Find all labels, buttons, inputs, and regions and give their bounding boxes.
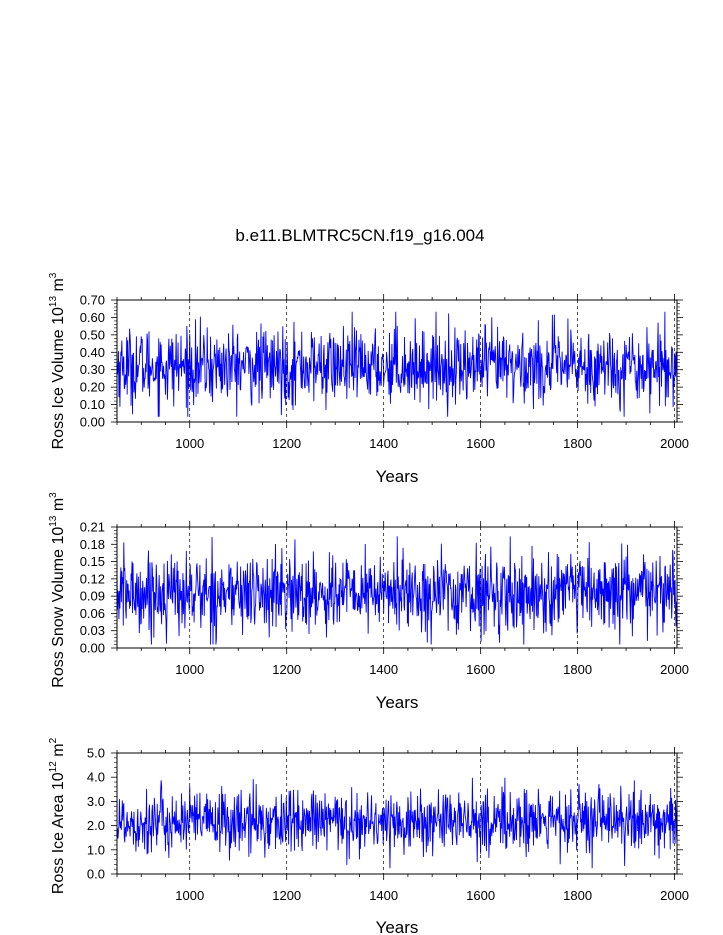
series-line: [116, 777, 678, 869]
x-tick-label: 1400: [369, 888, 398, 903]
y-tick-label: 0.40: [80, 345, 105, 360]
y-axis-label: Ross Ice Area 1012 m2: [48, 737, 67, 894]
y-label-superscript: 3: [48, 272, 59, 278]
y-tick-label: 0.00: [80, 415, 105, 430]
y-label-superscript: 13: [48, 515, 59, 527]
y-label-superscript: 13: [48, 296, 59, 308]
y-tick-label: 0.30: [80, 362, 105, 377]
x-tick-label: 1800: [563, 436, 592, 451]
y-label-superscript: 2: [48, 737, 59, 743]
x-tick-label: 1800: [563, 888, 592, 903]
x-tick-label: 1200: [272, 662, 301, 677]
chart-panel-3: 1000 1200 1400 1600 1800 2000 0.0 1.0 2.0 3.0 4.0 5…: [48, 737, 689, 935]
y-tick-label: 0.15: [80, 554, 105, 569]
y-tick-label: 0.21: [80, 520, 105, 535]
figure-title: b.e11.BLMTRC5CN.f19_g16.004: [235, 226, 484, 245]
x-tick-label: 1400: [369, 436, 398, 451]
chart-panel-1: 1000 1200 1400 1600 1800 2000 0.00 0.10 0.20 0.30…: [48, 272, 689, 486]
y-tick-label: 0.50: [80, 327, 105, 342]
series-line: [116, 536, 678, 645]
y-axis-label: Ross Ice Volume 1013 m3: [48, 272, 67, 449]
x-tick-label: 1000: [175, 888, 204, 903]
x-tick-label: 1000: [175, 436, 204, 451]
y-tick-label: 2.0: [87, 818, 105, 833]
panels: 1000 1200 1400 1600 1800 2000 0.00 0.10 0.20 0.30…: [48, 272, 689, 935]
x-tick-label: 1600: [466, 888, 495, 903]
y-tick-label: 0.03: [80, 623, 105, 638]
plot-frame: [116, 299, 678, 423]
y-tick-label: 0.70: [80, 293, 105, 308]
y-tick-label: 0.20: [80, 380, 105, 395]
x-tick-label: 1200: [272, 436, 301, 451]
x-tick-label: 1800: [563, 662, 592, 677]
x-tick-label: 1400: [369, 662, 398, 677]
y-tick-label: 0.06: [80, 606, 105, 621]
x-axis-label: Years: [376, 467, 419, 486]
plot-frame: [116, 526, 678, 649]
plot-frame: [116, 752, 678, 875]
x-axis-label: Years: [376, 918, 419, 935]
series-line: [116, 311, 678, 417]
y-label-text: Ross Ice Volume 10: [50, 307, 67, 449]
x-tick-label: 1000: [175, 662, 204, 677]
y-tick-label: 0.12: [80, 571, 105, 586]
y-tick-label: 1.0: [87, 842, 105, 857]
x-tick-label: 1600: [466, 662, 495, 677]
x-tick-label: 1600: [466, 436, 495, 451]
x-tick-label: 2000: [660, 436, 689, 451]
y-tick-label: 0.60: [80, 310, 105, 325]
y-label-superscript: 12: [48, 761, 59, 773]
y-tick-label: 0.09: [80, 589, 105, 604]
y-label-text: Ross Ice Area 10: [50, 772, 67, 894]
y-axis-label: Ross Snow Volume 1013 m3: [48, 492, 67, 688]
y-tick-label: 0.00: [80, 641, 105, 656]
y-tick-label: 0.10: [80, 397, 105, 412]
x-tick-label: 2000: [660, 888, 689, 903]
chart-panel-2: 1000 1200 1400 1600 1800 2000 0.00 0.03 0.06 0.09…: [48, 492, 689, 712]
x-tick-label: 1200: [272, 888, 301, 903]
y-label-text: m: [50, 498, 67, 516]
y-label-text: Ross Snow Volume 10: [50, 527, 67, 688]
y-tick-label: 5.0: [87, 746, 105, 761]
y-tick-label: 4.0: [87, 770, 105, 785]
y-label-text: m: [50, 278, 67, 296]
y-label-text: m: [50, 743, 67, 761]
x-tick-label: 2000: [660, 662, 689, 677]
y-tick-label: 0.18: [80, 537, 105, 552]
x-axis-label: Years: [376, 693, 419, 712]
y-tick-label: 0.0: [87, 867, 105, 882]
y-tick-label: 3.0: [87, 794, 105, 809]
y-label-superscript: 3: [48, 492, 59, 498]
